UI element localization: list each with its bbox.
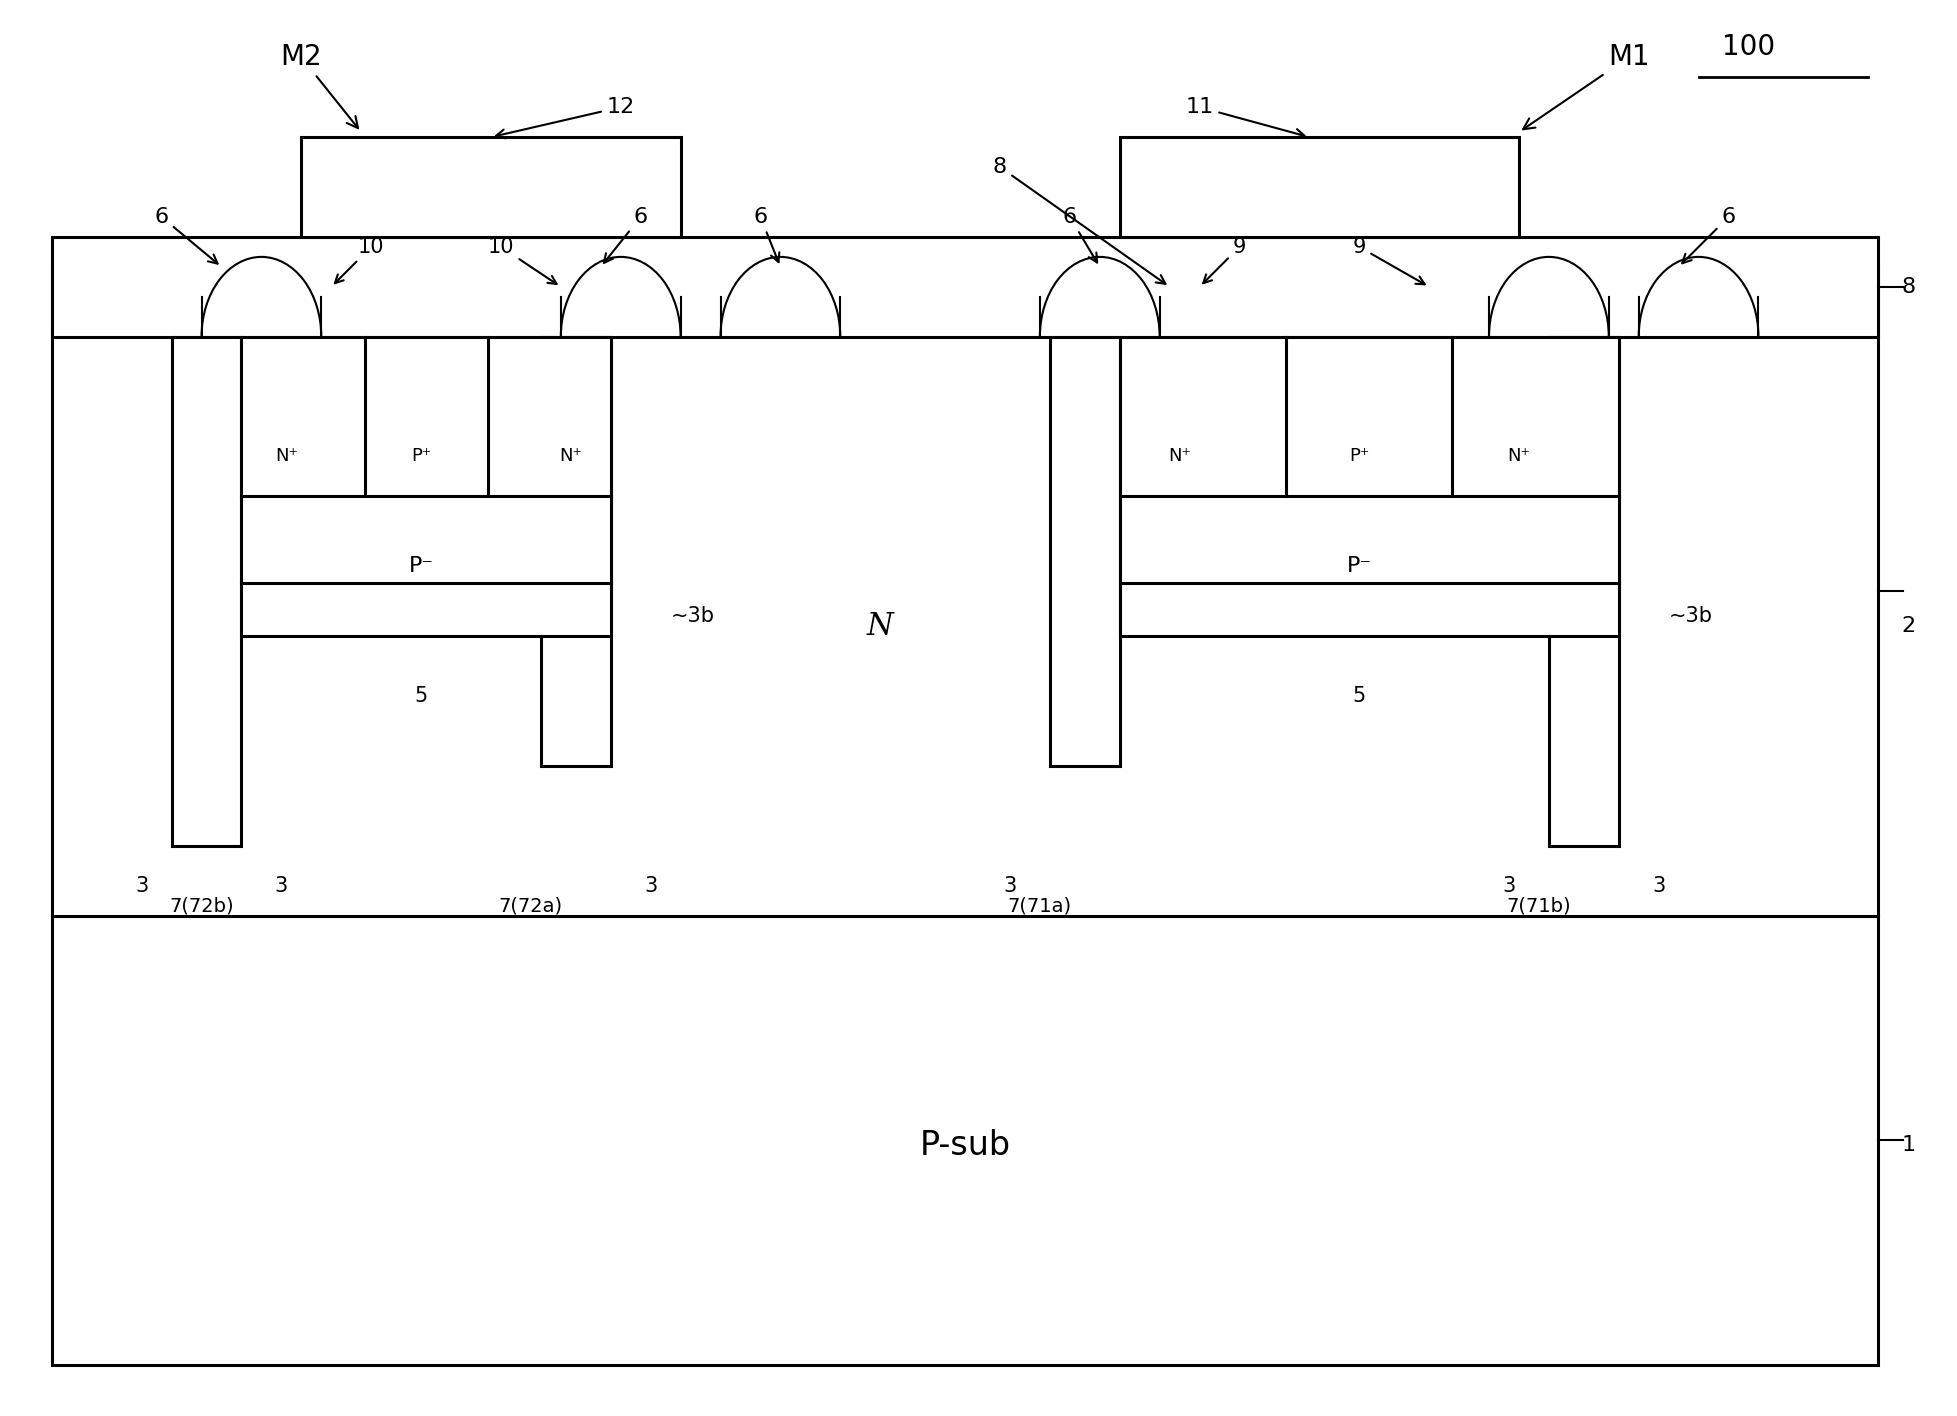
Text: 6: 6 (1681, 207, 1734, 263)
Text: P-sub: P-sub (920, 1129, 1010, 1161)
Text: 8: 8 (1900, 276, 1914, 297)
Text: P⁻: P⁻ (409, 556, 432, 576)
Text: P⁺: P⁺ (411, 447, 431, 466)
Text: 3: 3 (1501, 875, 1515, 896)
Text: 10: 10 (335, 236, 384, 283)
Text: M2: M2 (280, 44, 358, 127)
Text: 6: 6 (603, 207, 648, 263)
Bar (301, 137, 681, 236)
Text: 10: 10 (487, 236, 556, 285)
Text: 5: 5 (415, 685, 427, 707)
Bar (1119, 337, 1618, 636)
Text: 2: 2 (1900, 616, 1914, 636)
Text: 7(71a): 7(71a) (1008, 896, 1070, 915)
Text: 11: 11 (1184, 98, 1303, 137)
Text: 7(71b): 7(71b) (1505, 896, 1570, 915)
Bar (540, 337, 611, 766)
Text: 12: 12 (495, 98, 634, 139)
Text: N⁺: N⁺ (274, 447, 297, 466)
Text: 1: 1 (1900, 1136, 1914, 1155)
Text: 7(72b): 7(72b) (168, 896, 233, 915)
Text: N⁺: N⁺ (1507, 447, 1530, 466)
Bar (1119, 137, 1519, 236)
Text: 3: 3 (274, 875, 288, 896)
Text: 100: 100 (1720, 34, 1775, 61)
Text: ~3b: ~3b (1667, 606, 1712, 626)
Text: 3: 3 (135, 875, 149, 896)
Text: 9: 9 (1352, 236, 1425, 285)
Bar (51, 916, 1877, 1365)
Text: P⁻: P⁻ (1346, 556, 1372, 576)
Text: 8: 8 (992, 157, 1164, 283)
Bar (1049, 337, 1119, 766)
Text: 3: 3 (1652, 875, 1665, 896)
Text: N⁺: N⁺ (1168, 447, 1190, 466)
Text: ~3b: ~3b (669, 606, 714, 626)
Bar (51, 266, 1877, 916)
Text: M1: M1 (1523, 44, 1648, 129)
Bar (172, 337, 241, 845)
Text: 6: 6 (753, 207, 779, 262)
Bar (51, 236, 1877, 337)
Text: 6: 6 (1063, 207, 1096, 262)
Text: 3: 3 (1002, 875, 1016, 896)
Text: 9: 9 (1202, 236, 1245, 283)
Bar (1548, 337, 1618, 845)
Text: N: N (867, 610, 892, 641)
Text: N⁺: N⁺ (560, 447, 581, 466)
Text: 5: 5 (1352, 685, 1366, 707)
Text: 7(72a): 7(72a) (499, 896, 564, 915)
Bar (241, 337, 611, 636)
Text: P⁺: P⁺ (1348, 447, 1368, 466)
Text: 3: 3 (644, 875, 658, 896)
Text: 6: 6 (155, 207, 217, 263)
